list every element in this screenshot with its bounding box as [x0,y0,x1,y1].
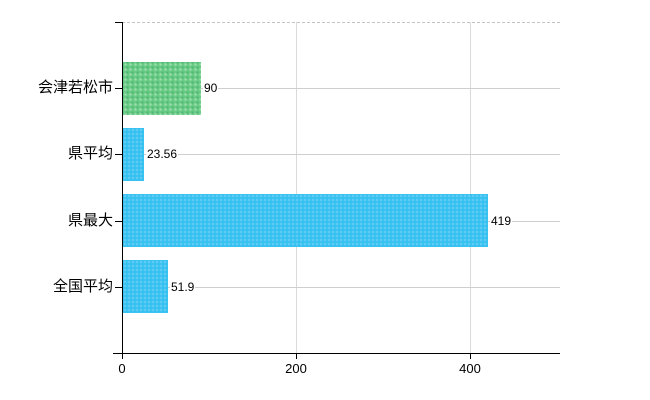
bar-4 [123,260,168,313]
category-label: 会津若松市 [37,79,113,96]
x-tick-label-0: 0 [118,361,126,376]
y-axis-line [122,22,123,354]
x-axis-line [113,353,560,354]
bar-3 [123,194,488,247]
y-axis-tick [115,88,122,89]
vertical-gridline-400 [470,22,471,353]
y-axis-tick [115,154,122,155]
x-axis-tick-200 [296,354,297,359]
x-axis-tick-0 [122,354,123,359]
y-axis-tick-top [115,22,122,23]
category-gridline [123,154,560,155]
bar-1 [123,62,201,115]
category-label: 全国平均 [52,278,113,295]
vertical-gridline-200 [296,22,297,353]
x-axis-tick-400 [470,354,471,359]
x-tick-label-200: 200 [285,361,307,376]
bar-value-label: 90 [203,80,219,96]
category-label: 県最大 [67,212,113,229]
plot-top-border [122,22,560,23]
bar-value-label: 419 [490,213,513,229]
category-gridline [123,287,560,288]
bar-2 [123,128,144,181]
bar-value-label: 51.9 [170,279,196,295]
bar-value-label: 23.56 [146,146,179,162]
category-label: 県平均 [67,145,113,162]
x-tick-label-400: 400 [459,361,481,376]
y-axis-tick [115,287,122,288]
y-axis-tick [115,221,122,222]
category-gridline [123,88,560,89]
